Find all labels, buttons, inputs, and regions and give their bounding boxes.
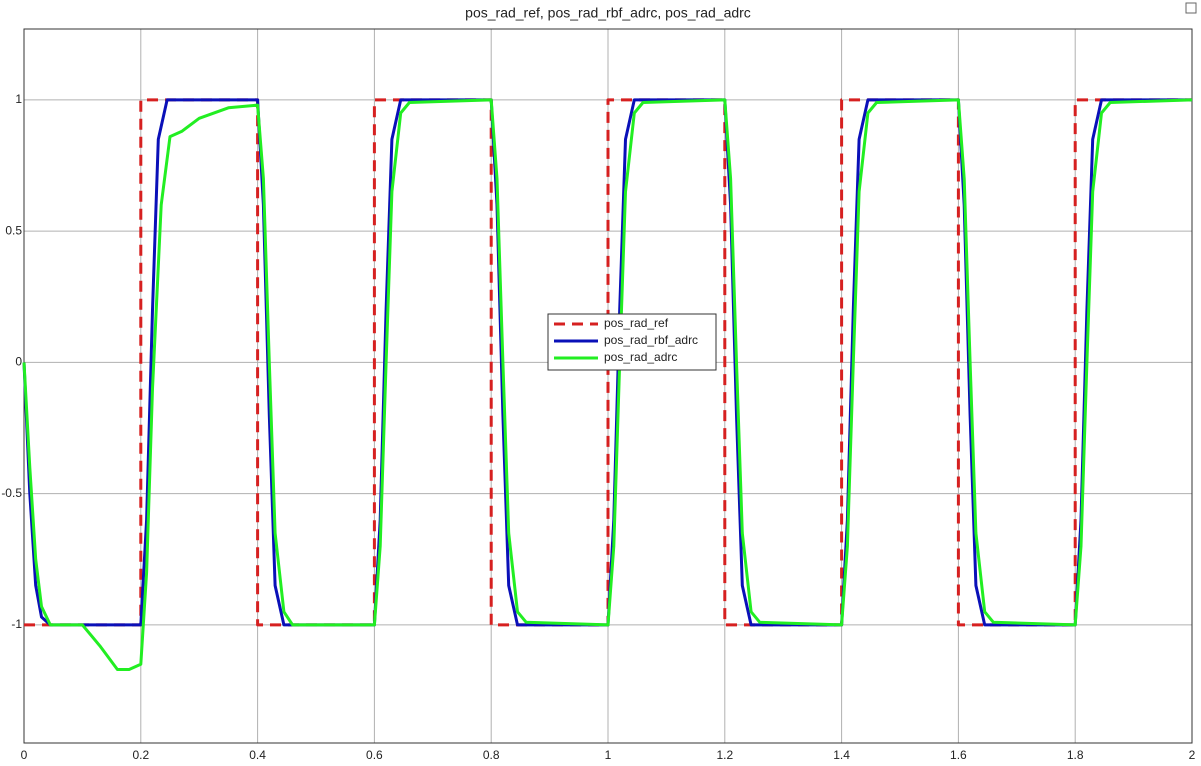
x-tick-label: 1.6	[950, 748, 967, 762]
y-tick-label: 1	[15, 92, 22, 106]
legend-label: pos_rad_ref	[604, 316, 669, 330]
x-tick-label: 0.2	[132, 748, 149, 762]
x-tick-label: 0.4	[249, 748, 266, 762]
expand-icon[interactable]	[1185, 2, 1197, 14]
x-tick-label: 1	[605, 748, 612, 762]
data-line	[22, 98, 1193, 671]
x-tick-label: 1.2	[716, 748, 733, 762]
data-line	[24, 98, 1192, 627]
x-tick-label: 0.8	[483, 748, 500, 762]
y-tick-label: -1	[11, 617, 22, 631]
legend: pos_rad_ref pos_rad_rbf_adrc pos_rad_adrc	[547, 313, 717, 371]
x-tick-label: 2	[1189, 748, 1196, 762]
x-tick-label: 1.8	[1067, 748, 1084, 762]
legend-label: pos_rad_rbf_adrc	[604, 333, 698, 347]
legend-label: pos_rad_adrc	[604, 350, 677, 364]
chart-title: pos_rad_ref, pos_rad_rbf_adrc, pos_rad_a…	[465, 5, 751, 21]
y-tick-label: 0	[15, 355, 22, 369]
x-tick-label: 1.4	[833, 748, 850, 762]
y-tick-label: 0.5	[5, 223, 22, 237]
x-tick-label: 0	[21, 748, 28, 762]
x-tick-label: 0.6	[366, 748, 383, 762]
y-tick-label: -0.5	[1, 486, 22, 500]
